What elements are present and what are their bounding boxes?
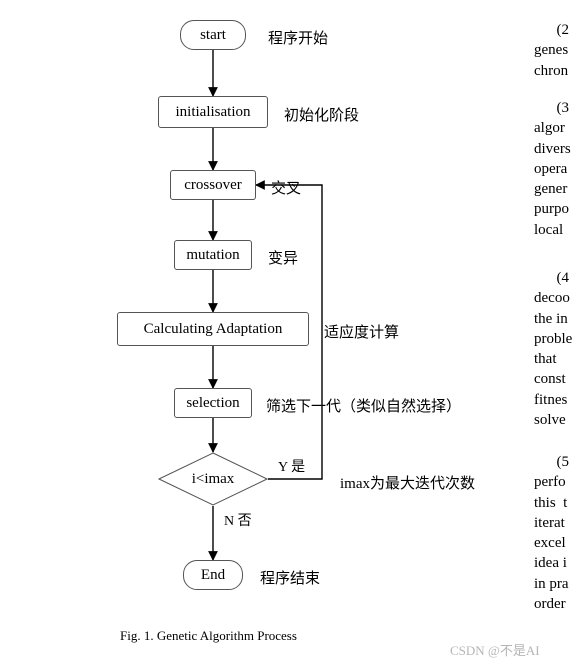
node-initialisation: initialisation (158, 96, 268, 128)
node-selection-label: selection (186, 395, 239, 412)
annot-adapt: 适应度计算 (324, 321, 399, 342)
node-adapt-label: Calculating Adaptation (144, 321, 283, 338)
annot-init: 初始化阶段 (284, 104, 359, 125)
node-adaptation: Calculating Adaptation (117, 312, 309, 346)
node-mutation: mutation (174, 240, 252, 270)
cropped-text-3: (4 decoo the in proble that const fitnes… (534, 268, 572, 430)
node-init-label: initialisation (176, 104, 251, 121)
node-start: start (180, 20, 246, 50)
edge-label-no: N 否 (224, 510, 252, 530)
annot-imax: imax为最大迭代次数 (340, 472, 475, 493)
node-end-label: End (201, 567, 225, 584)
watermark: CSDN @不是AI (450, 640, 540, 659)
annot-mutation: 变异 (268, 247, 298, 268)
annot-crossover: 交叉 (271, 177, 301, 198)
cropped-text-4: (5 perfo this t iterat excel idea i in p… (534, 452, 569, 614)
annot-start: 程序开始 (268, 27, 328, 48)
cropped-text-2: (3 algor divers opera gener purpo local (534, 98, 571, 240)
node-decision-label: i<imax (192, 471, 235, 488)
node-crossover-label: crossover (184, 177, 241, 194)
annot-end: 程序结束 (260, 567, 320, 588)
node-end: End (183, 560, 243, 590)
node-mutation-label: mutation (186, 247, 239, 264)
node-start-label: start (200, 27, 226, 44)
annot-selection: 筛选下一代（类似自然选择） (266, 395, 461, 416)
node-crossover: crossover (170, 170, 256, 200)
cropped-text-1: (2 genes chron (534, 20, 569, 81)
edge-label-yes: Y 是 (278, 456, 305, 476)
node-decision: i<imax (158, 452, 268, 506)
figure-caption: Fig. 1. Genetic Algorithm Process (120, 628, 297, 644)
node-selection: selection (174, 388, 252, 418)
